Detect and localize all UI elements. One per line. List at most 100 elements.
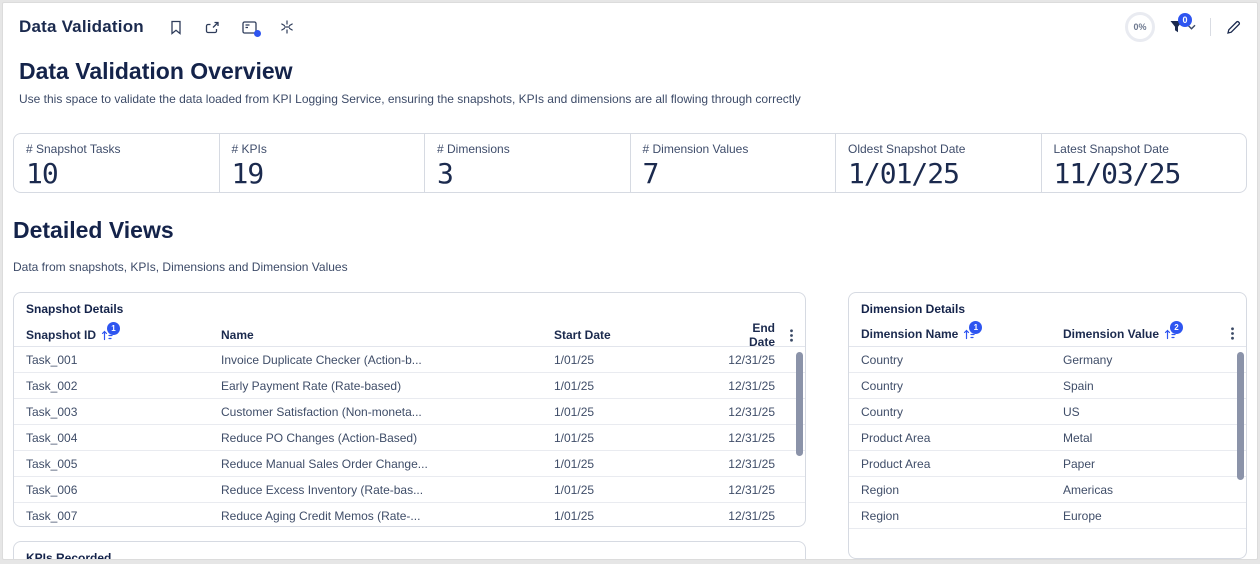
column-label: Snapshot ID bbox=[26, 328, 97, 342]
table-row[interactable]: Task_004 Reduce PO Changes (Action-Based)… bbox=[14, 425, 805, 451]
table-row[interactable]: Task_006 Reduce Excess Inventory (Rate-ba… bbox=[14, 477, 805, 503]
stat-label: Oldest Snapshot Date bbox=[848, 142, 966, 156]
table-cell: Task_007 bbox=[26, 508, 78, 523]
table-cell: Europe bbox=[1063, 508, 1102, 523]
table-cell: Early Payment Rate (Rate-based) bbox=[221, 378, 402, 393]
stat-value: 10 bbox=[26, 157, 59, 190]
table-cell: 1/01/25 bbox=[554, 430, 595, 445]
table-row[interactable]: Country Spain bbox=[849, 373, 1246, 399]
kpis-recorded-card: KPIs Recorded bbox=[13, 541, 806, 559]
scrollbar-thumb[interactable] bbox=[796, 352, 803, 456]
table-row[interactable]: Region Europe bbox=[849, 503, 1246, 529]
table-cell: Invoice Duplicate Checker (Action-b... bbox=[221, 352, 422, 367]
table-cell: 12/31/25 bbox=[728, 508, 775, 523]
table-row[interactable]: Product Area Metal bbox=[849, 425, 1246, 451]
progress-ring-label: 0% bbox=[1133, 22, 1147, 32]
table-cell: Country bbox=[861, 352, 904, 367]
table-cell: Paper bbox=[1063, 456, 1096, 471]
stat-snapshot-tasks: # Snapshot Tasks 10 bbox=[14, 134, 220, 192]
table-cell: Region bbox=[861, 508, 900, 523]
stat-value: 19 bbox=[231, 157, 265, 190]
live-data-icon[interactable] bbox=[279, 19, 295, 35]
table-cell: 1/01/25 bbox=[554, 352, 595, 367]
column-label: Dimension Name bbox=[861, 326, 959, 341]
table-cell: Task_003 bbox=[26, 404, 78, 419]
filter-count-badge: 0 bbox=[1178, 13, 1192, 27]
column-header-end-date[interactable]: End Date bbox=[748, 321, 775, 349]
stat-value: 7 bbox=[642, 157, 660, 190]
column-header-start-date[interactable]: Start Date bbox=[554, 328, 611, 342]
table-row[interactable]: Task_001 Invoice Duplicate Checker (Actio… bbox=[14, 347, 805, 373]
column-label: Dimension Value bbox=[1063, 326, 1160, 341]
stat-latest-snapshot-date: Latest Snapshot Date 11/03/25 bbox=[1042, 134, 1247, 192]
controls-panel-icon[interactable] bbox=[242, 19, 261, 37]
table-cell: Task_006 bbox=[26, 482, 78, 497]
table-row[interactable]: Task_005 Reduce Manual Sales Order Change… bbox=[14, 451, 805, 477]
filter-button[interactable]: 0 bbox=[1169, 13, 1196, 34]
kebab-menu-icon[interactable] bbox=[1231, 327, 1234, 340]
stats-row: # Snapshot Tasks 10 # KPIs 19 # Dimensio… bbox=[13, 133, 1247, 193]
table-cell: 1/01/25 bbox=[554, 456, 595, 471]
table-cell: Country bbox=[861, 404, 904, 419]
sort-ascending-icon: 1 bbox=[963, 320, 983, 340]
table-cell: Reduce Aging Credit Memos (Rate-... bbox=[221, 508, 421, 523]
cards-row: Snapshot Details Snapshot ID 1 Name Star… bbox=[3, 292, 1257, 559]
table-cell: 1/01/25 bbox=[554, 508, 595, 523]
sort-order-badge: 1 bbox=[107, 322, 121, 335]
notification-dot bbox=[253, 30, 261, 37]
stat-oldest-snapshot-date: Oldest Snapshot Date 1/01/25 bbox=[836, 134, 1042, 192]
scrollbar-thumb[interactable] bbox=[1237, 352, 1244, 480]
column-header-snapshot-id[interactable]: Snapshot ID 1 bbox=[26, 322, 221, 342]
topbar-icons bbox=[168, 19, 295, 37]
kebab-menu-icon[interactable] bbox=[790, 328, 793, 342]
table-cell: 1/01/25 bbox=[554, 378, 595, 393]
overview-description: Use this space to validate the data load… bbox=[19, 92, 801, 106]
progress-ring: 0% bbox=[1125, 12, 1155, 42]
table-cell: Reduce Manual Sales Order Change... bbox=[221, 456, 428, 471]
stat-dimensions: # Dimensions 3 bbox=[425, 134, 631, 192]
table-cell: 12/31/25 bbox=[728, 378, 775, 393]
dimension-details-card: Dimension Details Dimension Name 1 Dimen… bbox=[848, 292, 1247, 559]
table-cell: Region bbox=[861, 482, 900, 497]
table-cell: Metal bbox=[1063, 430, 1093, 445]
table-row[interactable]: Country US bbox=[849, 399, 1246, 425]
table-row[interactable]: Task_007 Reduce Aging Credit Memos (Rate-… bbox=[14, 503, 805, 526]
stat-label: # Snapshot Tasks bbox=[26, 142, 121, 156]
top-bar: Data Validation 0% 0 bbox=[3, 3, 1257, 44]
table-cell: 12/31/25 bbox=[728, 456, 775, 471]
dimension-table-header: Dimension Name 1 Dimension Value 2 bbox=[849, 320, 1246, 347]
left-column: Snapshot Details Snapshot ID 1 Name Star… bbox=[13, 292, 806, 559]
stat-label: Latest Snapshot Date bbox=[1053, 142, 1169, 156]
table-row[interactable]: Country Germany bbox=[849, 347, 1246, 373]
table-row[interactable]: Task_002 Early Payment Rate (Rate-based) 1… bbox=[14, 373, 805, 399]
table-cell: Task_002 bbox=[26, 378, 78, 393]
sort-order-badge: 1 bbox=[969, 320, 983, 334]
column-header-dimension-name[interactable]: Dimension Name 1 bbox=[861, 320, 1063, 341]
dimension-details-title: Dimension Details bbox=[861, 302, 966, 316]
overview-section: Data Validation Overview Use this space … bbox=[3, 58, 1257, 106]
sort-ascending-icon: 1 bbox=[101, 322, 121, 341]
table-row[interactable]: Product Area Paper bbox=[849, 451, 1246, 477]
table-cell: Product Area bbox=[861, 430, 931, 445]
stat-value: 11/03/25 bbox=[1053, 157, 1182, 190]
table-cell: 1/01/25 bbox=[554, 404, 595, 419]
sort-ascending-icon: 2 bbox=[1164, 320, 1184, 340]
table-cell: 12/31/25 bbox=[728, 352, 775, 367]
stat-label: # Dimensions bbox=[437, 142, 510, 156]
table-cell: Reduce Excess Inventory (Rate-bas... bbox=[221, 482, 424, 497]
table-row[interactable]: Region Americas bbox=[849, 477, 1246, 503]
dimension-table-body: Country Germany Country Spain Country US Produ… bbox=[849, 347, 1246, 529]
stat-kpis: # KPIs 19 bbox=[220, 134, 425, 192]
table-row[interactable]: Task_003 Customer Satisfaction (Non-monet… bbox=[14, 399, 805, 425]
bookmark-icon[interactable] bbox=[168, 19, 184, 35]
share-icon[interactable] bbox=[205, 19, 221, 35]
edit-pencil-icon[interactable] bbox=[1225, 19, 1241, 35]
column-header-dimension-value[interactable]: Dimension Value 2 bbox=[1063, 320, 1218, 341]
snapshot-table-header: Snapshot ID 1 Name Start Date End Date bbox=[14, 321, 805, 349]
table-cell: Spain bbox=[1063, 378, 1094, 393]
column-header-name[interactable]: Name bbox=[221, 328, 254, 342]
table-cell: Customer Satisfaction (Non-moneta... bbox=[221, 404, 422, 419]
table-cell: 1/01/25 bbox=[554, 482, 595, 497]
detailed-views-description: Data from snapshots, KPIs, Dimensions an… bbox=[13, 260, 348, 274]
